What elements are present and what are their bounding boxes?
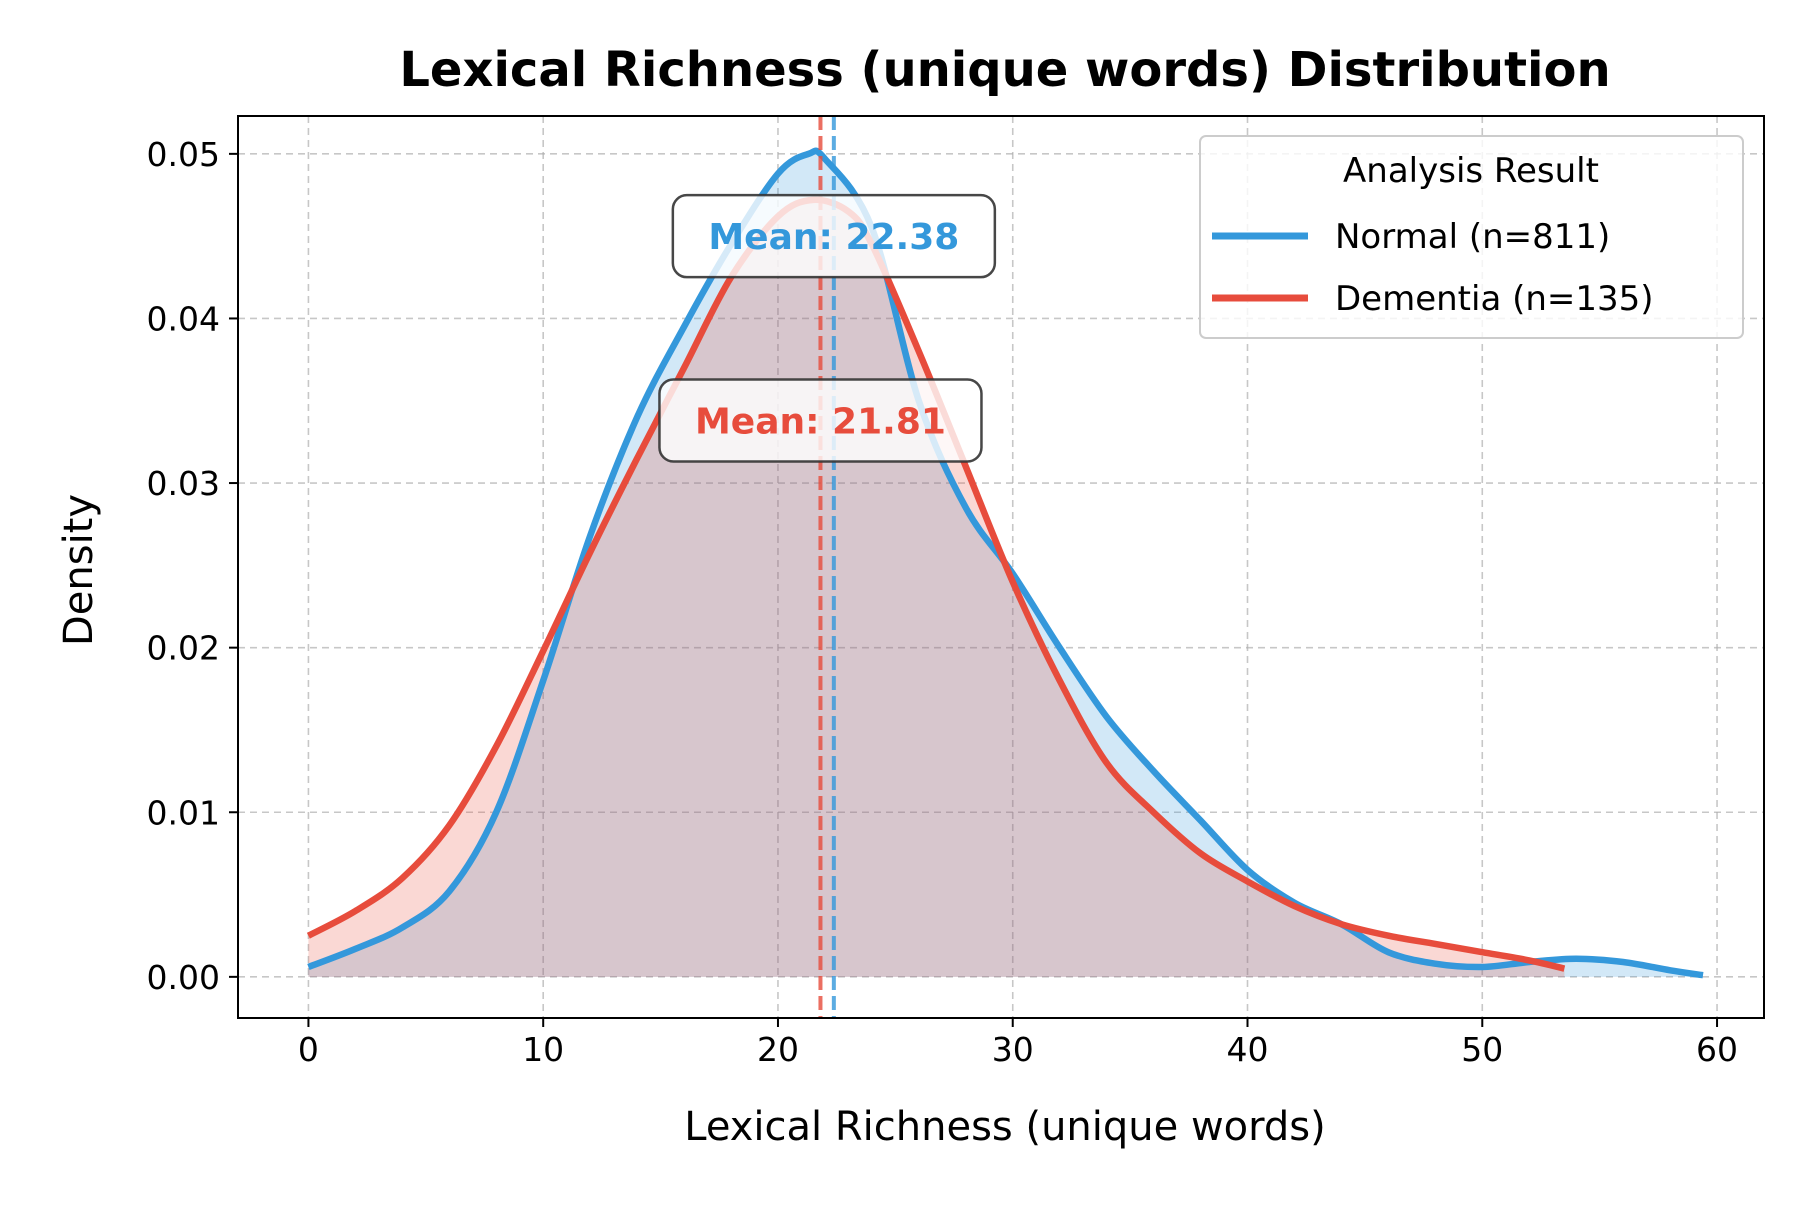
mean-annotations: Mean: 22.38 Mean: 21.81 — [658, 193, 997, 463]
legend: Analysis Result Normal (n=811) Dementia (n… — [1199, 135, 1744, 339]
y-tick-label: 0.02 — [147, 629, 220, 668]
y-tick-label: 0.04 — [147, 299, 220, 338]
grid-lines — [238, 116, 1764, 1018]
mean-annotation-box-0 — [671, 193, 997, 279]
density-fill-1 — [308, 199, 1565, 977]
legend-label-1: Dementia (n=135) — [1335, 279, 1654, 319]
x-tick-label: 40 — [1227, 1030, 1269, 1069]
chart-title: Lexical Richness (unique words) Distribu… — [399, 42, 1610, 98]
axes-frame — [237, 115, 1765, 1019]
mean-annotation-0: Mean: 22.38 — [671, 193, 997, 279]
axis-ticks: 0 10 20 30 40 50 60 0.00 0.01 0.02 0.03 0.04 0.05 — [147, 135, 1739, 1069]
legend-title: Analysis Result — [1343, 151, 1599, 191]
plot-frame — [237, 115, 1765, 1019]
x-tick-label: 0 — [298, 1030, 319, 1069]
legend-label-0: Normal (n=811) — [1335, 217, 1610, 257]
mean-annotation-text-0: Mean: 22.38 — [708, 217, 959, 258]
y-axis-label: Density — [56, 494, 102, 646]
density-line-1 — [306, 196, 1566, 972]
x-tick-label: 50 — [1461, 1030, 1503, 1069]
legend-box — [1199, 135, 1744, 339]
x-tick-label: 20 — [757, 1030, 799, 1069]
mean-annotation-1: Mean: 21.81 — [658, 378, 983, 463]
y-tick-label: 0.03 — [147, 464, 220, 503]
x-tick-label: 10 — [522, 1030, 564, 1069]
x-tick-label: 60 — [1696, 1030, 1738, 1069]
x-axis-label: Lexical Richness (unique words) — [684, 1104, 1325, 1150]
y-tick-label: 0.05 — [147, 135, 220, 174]
mean-annotation-box-1 — [658, 378, 983, 463]
x-tick-label: 30 — [992, 1030, 1034, 1069]
mean-annotation-text-1: Mean: 21.81 — [695, 402, 946, 443]
y-tick-label: 0.00 — [147, 958, 220, 997]
y-tick-label: 0.01 — [147, 793, 220, 832]
